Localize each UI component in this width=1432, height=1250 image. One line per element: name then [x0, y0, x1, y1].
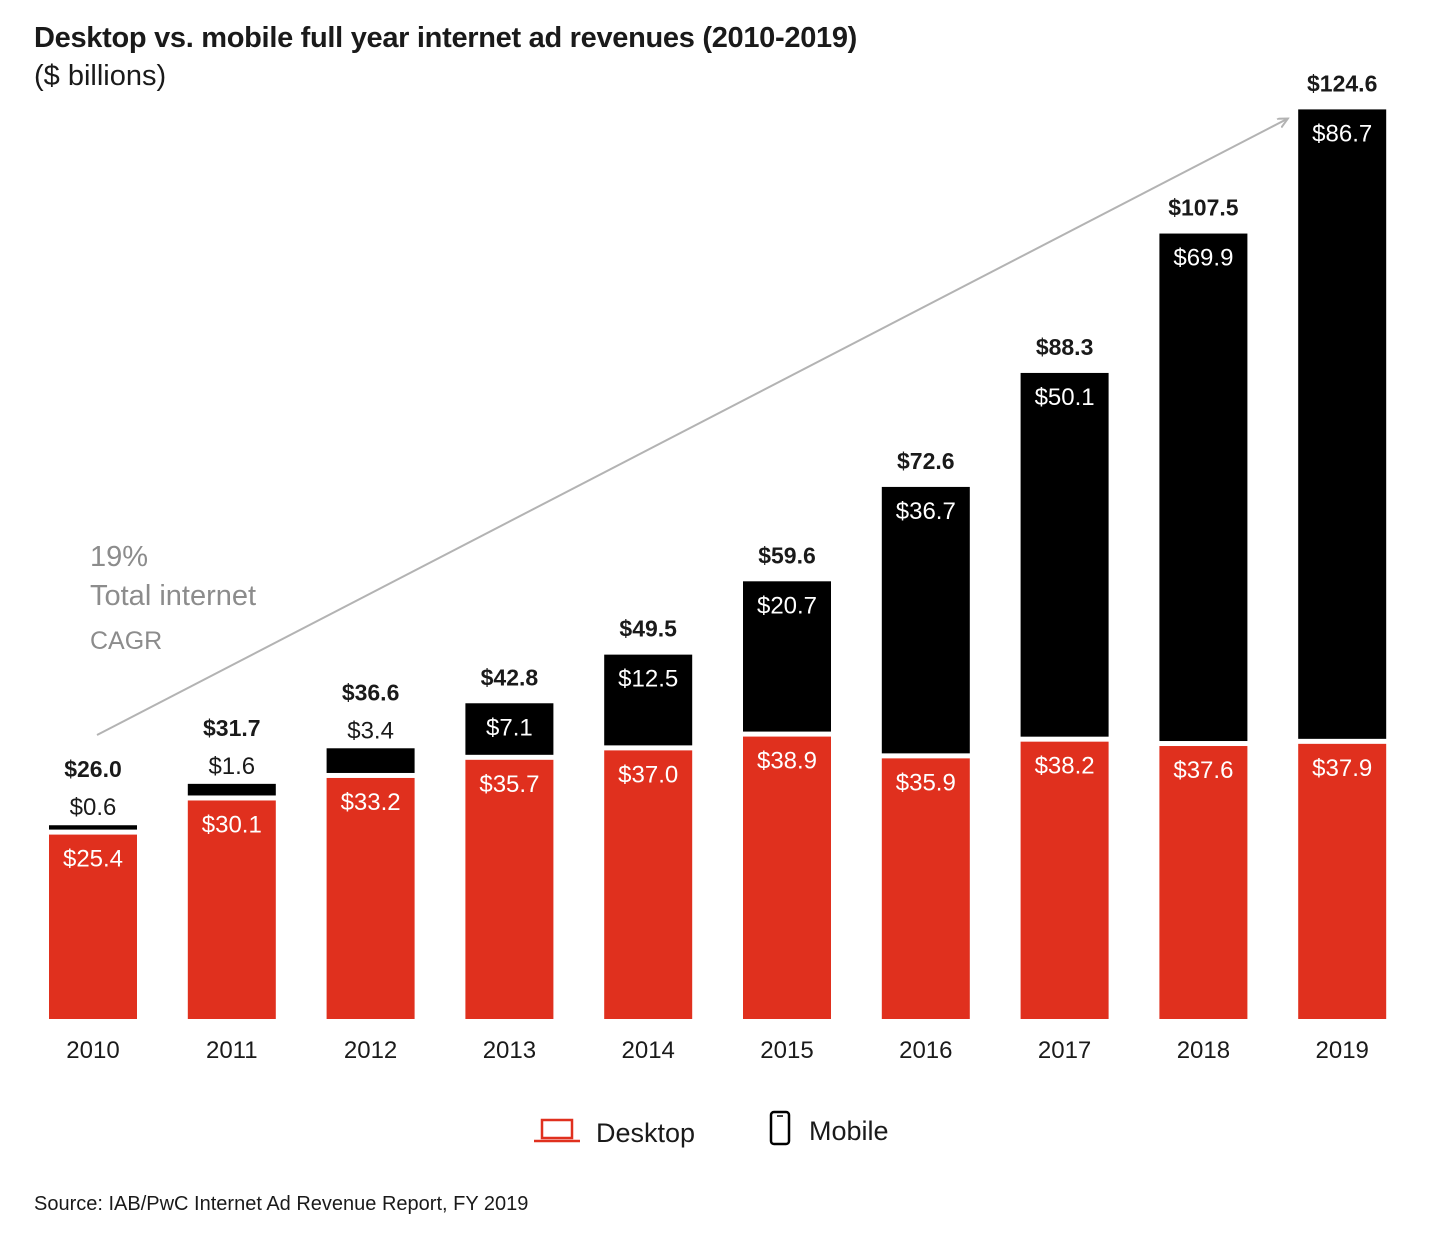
bar-mobile-2015	[743, 581, 831, 732]
label-desktop-2018: $37.6	[1173, 757, 1233, 784]
label-total-2014: $49.5	[619, 616, 677, 642]
label-total-2015: $59.6	[758, 542, 816, 568]
label-total-2011: $31.7	[203, 715, 261, 741]
bar-desktop-2016	[881, 758, 970, 1019]
label-mobile-2016: $36.7	[896, 498, 956, 525]
label-desktop-2015: $38.9	[757, 748, 817, 775]
label-desktop-2013: $35.7	[479, 771, 539, 798]
source-note: Source: IAB/PwC Internet Ad Revenue Repo…	[34, 1193, 529, 1215]
legend-label-desktop: Desktop	[596, 1118, 695, 1148]
legend-label-mobile: Mobile	[809, 1116, 889, 1146]
x-tick-label-2019: 2019	[1316, 1037, 1369, 1064]
bar-mobile-2011	[187, 783, 276, 796]
x-tick-label-2015: 2015	[760, 1037, 813, 1064]
label-desktop-2011: $30.1	[202, 811, 262, 838]
label-total-2013: $42.8	[481, 664, 539, 690]
bar-desktop-2015	[743, 736, 831, 1019]
bar-mobile-2012	[326, 748, 415, 773]
bar-desktop-2011	[187, 800, 276, 1019]
bar-desktop-2013	[465, 759, 554, 1019]
x-tick-label-2011: 2011	[206, 1037, 258, 1064]
bar-mobile-2019	[1298, 109, 1387, 739]
bar-mobile-2010	[49, 825, 137, 830]
label-mobile-2014: $12.5	[618, 666, 678, 693]
bar-mobile-2013	[465, 703, 554, 755]
x-tick-label-2013: 2013	[483, 1037, 536, 1064]
x-tick-label-2017: 2017	[1038, 1037, 1091, 1064]
label-mobile-2012: $3.4	[347, 717, 394, 744]
chart-subtitle: ($ billions)	[34, 60, 167, 92]
bar-desktop-2012	[326, 777, 415, 1019]
bar-desktop-2018	[1159, 746, 1248, 1019]
legend: Desktop Mobile	[534, 1110, 889, 1148]
cagr-label-line1: Total internet	[90, 580, 256, 612]
label-mobile-2015: $20.7	[757, 592, 817, 619]
x-tick-label-2016: 2016	[899, 1037, 952, 1064]
bar-mobile-2016	[881, 486, 970, 754]
label-mobile-2011: $1.6	[208, 753, 255, 780]
label-desktop-2019: $37.9	[1312, 755, 1372, 782]
label-mobile-2013: $7.1	[486, 714, 533, 741]
label-mobile-2018: $69.9	[1173, 245, 1233, 272]
label-total-2016: $72.6	[897, 448, 955, 474]
bar-mobile-2017	[1020, 372, 1109, 737]
label-desktop-2010: $25.4	[63, 846, 123, 873]
bar-desktop-2017	[1020, 741, 1109, 1019]
bar-mobile-2014	[604, 654, 693, 746]
label-desktop-2012: $33.2	[341, 789, 401, 816]
laptop-icon	[534, 1118, 580, 1143]
phone-icon	[769, 1110, 791, 1146]
label-total-2017: $88.3	[1036, 334, 1094, 360]
label-desktop-2016: $35.9	[896, 769, 956, 796]
cagr-label-line2: CAGR	[90, 627, 162, 655]
x-tick-label-2018: 2018	[1177, 1037, 1230, 1064]
bar-desktop-2010	[49, 834, 137, 1019]
label-total-2018: $107.5	[1168, 195, 1239, 221]
bar-mobile-2018	[1159, 233, 1248, 742]
x-tick-label-2012: 2012	[344, 1037, 397, 1064]
label-desktop-2017: $38.2	[1035, 753, 1095, 780]
cagr-arrow	[96, 119, 1287, 736]
label-total-2010: $26.0	[64, 756, 122, 782]
label-total-2012: $36.6	[342, 679, 400, 705]
x-tick-label-2010: 2010	[66, 1037, 119, 1064]
label-mobile-2019: $86.7	[1312, 120, 1372, 147]
bar-desktop-2019	[1298, 743, 1387, 1019]
cagr-percent: 19%	[90, 541, 148, 573]
label-mobile-2017: $50.1	[1035, 384, 1095, 411]
label-desktop-2014: $37.0	[618, 761, 678, 788]
x-tick-label-2014: 2014	[622, 1037, 675, 1064]
chart-title: Desktop vs. mobile full year internet ad…	[34, 22, 858, 54]
bars-group: $25.4 $0.6 $26.0 2010 $30.1 $1.6 $31.7 2011 $33.…	[49, 70, 1387, 1064]
label-mobile-2010: $0.6	[70, 794, 117, 821]
label-total-2019: $124.6	[1307, 70, 1377, 96]
bar-desktop-2014	[604, 750, 693, 1019]
